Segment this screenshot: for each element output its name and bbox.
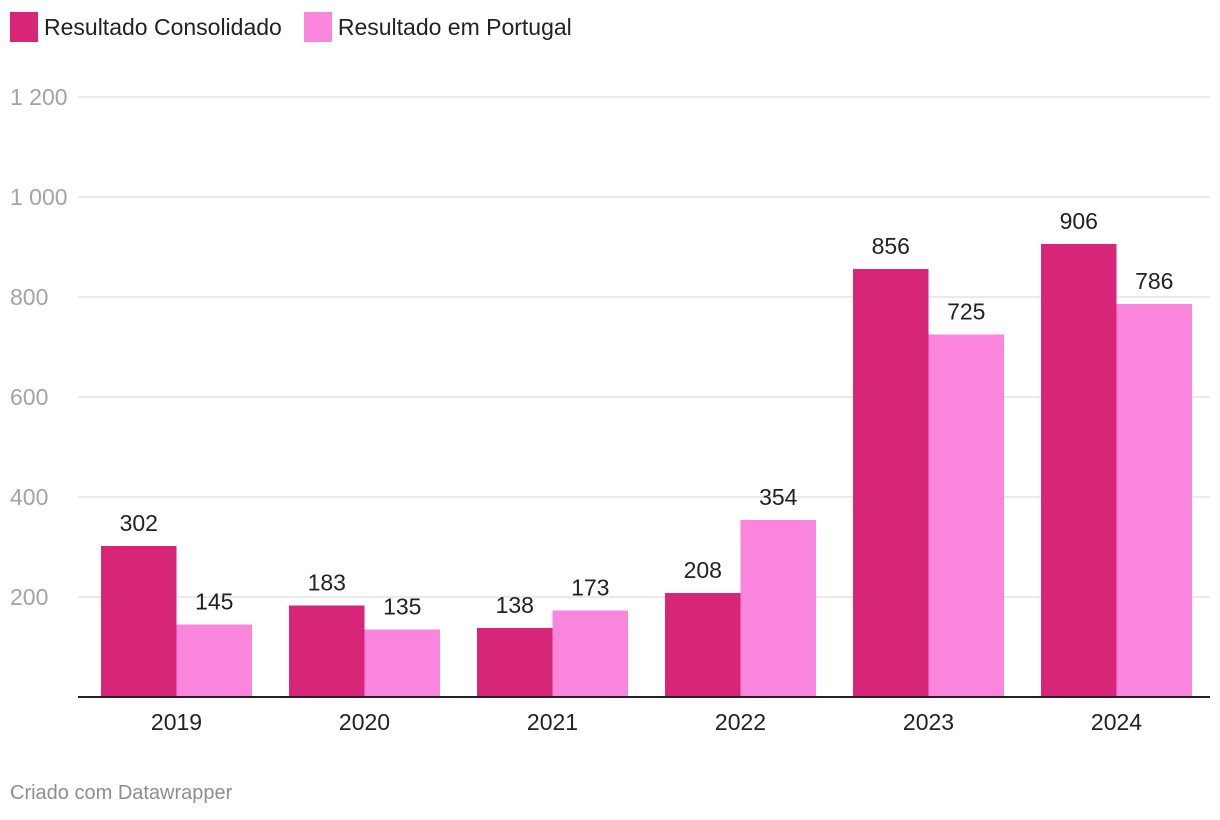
bar-value-label: 138 [496, 592, 534, 618]
bar [552, 610, 628, 697]
bar-value-label: 145 [195, 589, 233, 615]
x-tick-label: 2024 [1091, 709, 1142, 735]
legend-label-consolidado: Resultado Consolidado [44, 13, 282, 40]
bar [1116, 304, 1192, 697]
bar-value-label: 183 [308, 570, 346, 596]
x-tick-label: 2020 [339, 709, 390, 735]
bar-value-label: 354 [759, 484, 798, 510]
bar [176, 624, 252, 697]
footer-credit: Criado com Datawrapper [10, 782, 233, 804]
x-tick-label: 2022 [715, 709, 766, 735]
y-tick-label: 1 000 [10, 184, 68, 210]
bar-value-label: 725 [947, 299, 985, 325]
x-tick-label: 2021 [527, 709, 578, 735]
legend-label-portugal: Resultado em Portugal [337, 13, 572, 40]
legend-swatch-portugal [303, 12, 332, 42]
bar [740, 520, 816, 697]
bar-value-label: 856 [872, 233, 910, 259]
bar [928, 334, 1004, 697]
bar-value-label: 208 [684, 557, 722, 583]
bar-value-label: 173 [571, 575, 609, 601]
legend-item-portugal: Resultado em Portugal [303, 12, 572, 42]
bar [477, 628, 553, 697]
y-tick-label: 600 [10, 384, 48, 410]
x-tick-label: 2019 [151, 709, 202, 735]
bar [1041, 244, 1117, 697]
y-tick-label: 200 [10, 584, 48, 610]
legend: Resultado Consolidado Resultado em Portu… [10, 10, 594, 44]
bar-value-label: 906 [1060, 208, 1098, 234]
bar-value-label: 302 [120, 510, 158, 536]
legend-swatch-consolidado [10, 12, 38, 42]
bar [665, 593, 741, 697]
y-tick-label: 400 [10, 484, 48, 510]
x-tick-label: 2023 [903, 709, 954, 735]
bar-value-label: 135 [383, 594, 421, 620]
bar [289, 605, 365, 697]
y-tick-label: 800 [10, 284, 48, 310]
bar [101, 546, 177, 697]
bar [853, 269, 929, 697]
legend-item-consolidado: Resultado Consolidado [10, 12, 282, 42]
bar-value-label: 786 [1135, 268, 1173, 294]
bar [364, 629, 440, 697]
y-tick-label: 1 200 [10, 84, 68, 110]
